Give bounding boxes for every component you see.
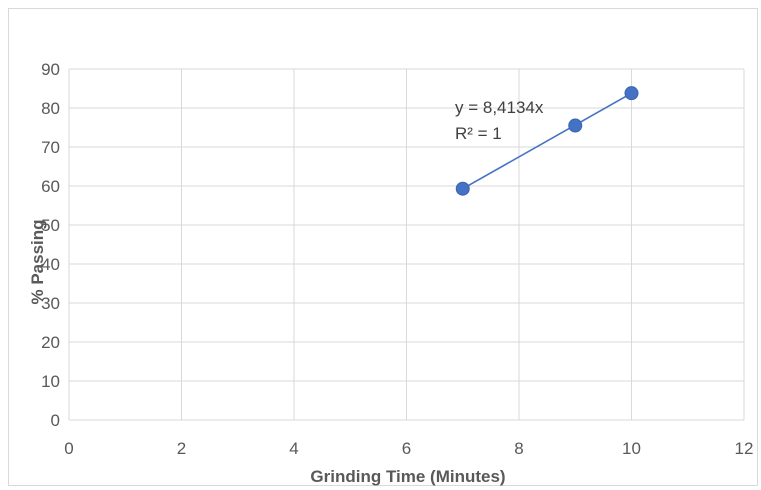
x-tick-label: 10 xyxy=(622,439,641,458)
y-tick-label: 50 xyxy=(41,216,60,235)
trendline-group xyxy=(462,92,632,190)
y-axis-title: % Passing xyxy=(28,219,47,304)
y-tick-label: 0 xyxy=(51,411,60,430)
y-tick-label: 90 xyxy=(41,60,60,79)
x-tick-label: 6 xyxy=(402,439,411,458)
x-tick-label: 2 xyxy=(177,439,186,458)
data-points xyxy=(455,86,639,196)
x-tick-labels: 0 2 4 6 8 10 12 xyxy=(64,439,753,458)
y-tick-labels: 0 10 20 30 40 50 60 70 80 90 xyxy=(41,60,60,430)
x-tick-label: 0 xyxy=(64,439,73,458)
grid xyxy=(68,68,745,421)
y-tick-label: 40 xyxy=(41,255,60,274)
x-tick-label: 4 xyxy=(289,439,298,458)
y-tick-label: 70 xyxy=(41,138,60,157)
y-tick-label: 80 xyxy=(41,99,60,118)
x-tick-label: 12 xyxy=(735,439,754,458)
y-tick-label: 60 xyxy=(41,177,60,196)
y-tick-label: 20 xyxy=(41,333,60,352)
data-point xyxy=(455,181,470,196)
trendline xyxy=(462,92,632,190)
trendline-r-squared: R² = 1 xyxy=(455,124,502,143)
data-point xyxy=(568,118,583,133)
x-tick-label: 8 xyxy=(514,439,523,458)
y-tick-label: 30 xyxy=(41,294,60,313)
y-tick-label: 10 xyxy=(41,372,60,391)
trendline-equation: y = 8,4134x xyxy=(455,98,544,117)
x-axis-title: Grinding Time (Minutes) xyxy=(310,467,505,486)
data-point xyxy=(624,86,639,101)
